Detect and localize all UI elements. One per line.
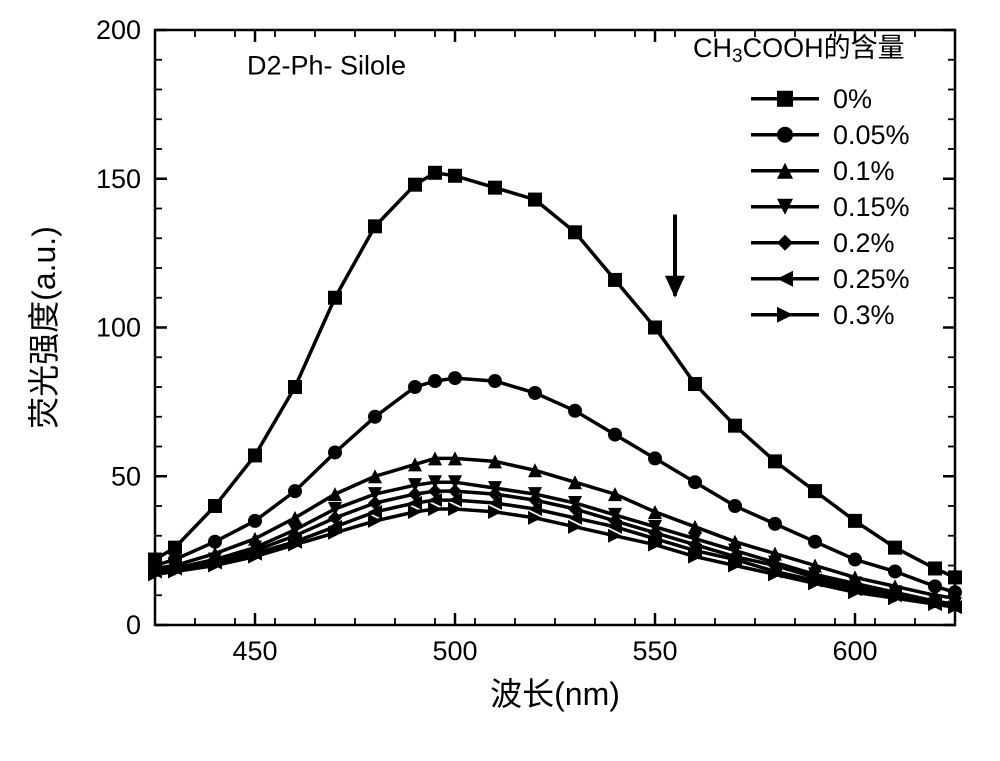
legend-title: CH3COOH的含量 bbox=[693, 33, 905, 67]
legend-label: 0.15% bbox=[833, 192, 910, 222]
marker-square bbox=[488, 181, 502, 195]
marker-diamond bbox=[777, 235, 793, 251]
marker-square bbox=[808, 484, 822, 498]
marker-square bbox=[688, 377, 702, 391]
marker-circle bbox=[688, 475, 702, 489]
marker-square bbox=[728, 419, 742, 433]
marker-circle bbox=[448, 371, 462, 385]
legend-label: 0.25% bbox=[833, 264, 910, 294]
trend-arrow-head bbox=[665, 276, 685, 298]
legend-label: 0.05% bbox=[833, 120, 910, 150]
marker-circle bbox=[728, 499, 742, 513]
y-tick-label: 0 bbox=[126, 610, 141, 640]
marker-circle bbox=[777, 127, 793, 143]
marker-circle bbox=[608, 428, 622, 442]
legend-label: 0% bbox=[833, 84, 872, 114]
y-tick-label: 100 bbox=[96, 313, 141, 343]
marker-square bbox=[648, 321, 662, 335]
y-tick-label: 50 bbox=[111, 461, 141, 491]
legend-label: 0.2% bbox=[833, 228, 895, 258]
chart-svg: 450 500 550 600 0 50 100 150 200 波长(nm) 荧光强度(a.u.)… bbox=[0, 0, 1000, 761]
legend-label: 0.1% bbox=[833, 156, 895, 186]
marker-square bbox=[448, 169, 462, 183]
y-axis-title: 荧光强度(a.u.) bbox=[26, 226, 62, 429]
series-6 bbox=[148, 502, 962, 614]
y-tick-label: 150 bbox=[96, 164, 141, 194]
marker-square bbox=[328, 291, 342, 305]
marker-circle bbox=[488, 374, 502, 388]
marker-square bbox=[768, 454, 782, 468]
marker-circle bbox=[648, 451, 662, 465]
x-tick-label: 500 bbox=[432, 636, 477, 666]
legend-label: 0.3% bbox=[833, 300, 895, 330]
marker-circle bbox=[288, 484, 302, 498]
marker-tri_right bbox=[777, 307, 793, 323]
marker-square bbox=[208, 499, 222, 513]
marker-square bbox=[428, 166, 442, 180]
marker-square bbox=[608, 273, 622, 287]
marker-square bbox=[777, 91, 793, 107]
x-tick-label: 550 bbox=[632, 636, 677, 666]
marker-circle bbox=[888, 564, 902, 578]
series-line bbox=[155, 509, 955, 607]
marker-circle bbox=[568, 404, 582, 418]
marker-square bbox=[248, 448, 262, 462]
marker-square bbox=[368, 219, 382, 233]
marker-circle bbox=[768, 517, 782, 531]
marker-circle bbox=[428, 374, 442, 388]
series-1 bbox=[148, 371, 962, 599]
marker-circle bbox=[248, 514, 262, 528]
marker-circle bbox=[848, 553, 862, 567]
marker-tri_up bbox=[328, 487, 342, 501]
x-tick-label: 600 bbox=[832, 636, 877, 666]
spectra-chart: 450 500 550 600 0 50 100 150 200 波长(nm) 荧光强度(a.u.)… bbox=[0, 0, 1000, 761]
x-tick-label: 450 bbox=[232, 636, 277, 666]
y-tick-label: 200 bbox=[96, 15, 141, 45]
compound-label: D2-Ph- Silole bbox=[247, 51, 406, 81]
marker-square bbox=[928, 561, 942, 575]
marker-circle bbox=[368, 410, 382, 424]
marker-circle bbox=[408, 380, 422, 394]
marker-square bbox=[408, 178, 422, 192]
marker-circle bbox=[808, 535, 822, 549]
marker-square bbox=[528, 193, 542, 207]
x-axis-title: 波长(nm) bbox=[490, 676, 620, 712]
marker-circle bbox=[528, 386, 542, 400]
legend: CH3COOH的含量 0% 0.05% 0.1% 0.15% 0.2% 0.25% 0.3% bbox=[693, 33, 910, 330]
marker-square bbox=[288, 380, 302, 394]
marker-square bbox=[948, 570, 962, 584]
marker-square bbox=[568, 225, 582, 239]
series-line bbox=[155, 500, 955, 607]
marker-square bbox=[888, 541, 902, 555]
series-line bbox=[155, 378, 955, 592]
marker-tri_left bbox=[777, 271, 793, 287]
marker-circle bbox=[328, 445, 342, 459]
marker-square bbox=[848, 514, 862, 528]
